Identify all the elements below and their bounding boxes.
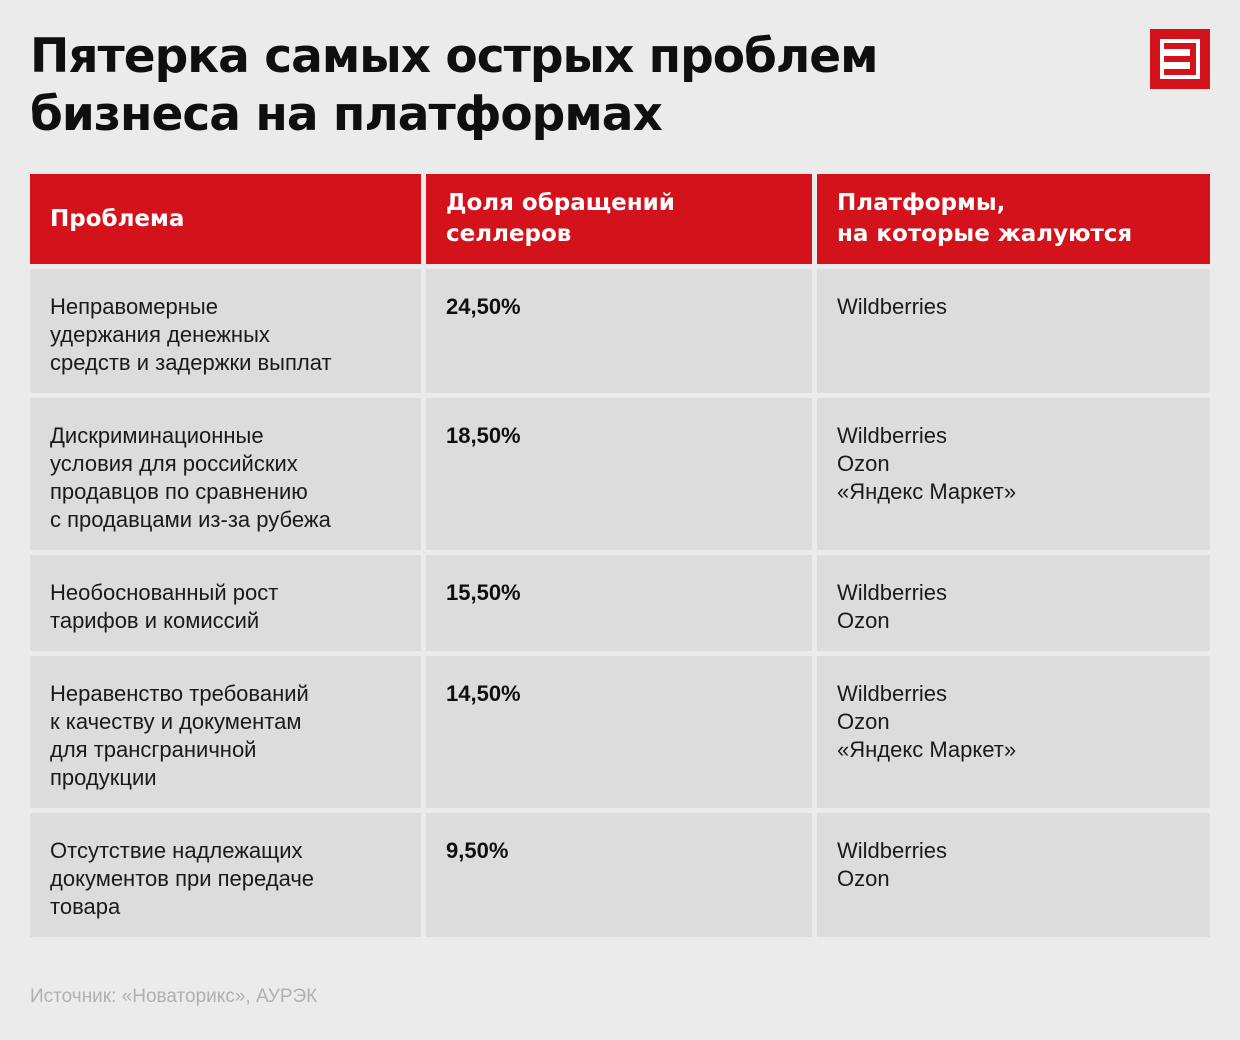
table-row: Отсутствие надлежащих документов при пер…: [30, 813, 1210, 937]
table-row: Неправомерные удержания денежных средств…: [30, 269, 1210, 393]
table-header-row: Проблема Доля обращений селлеров Платфор…: [30, 174, 1210, 264]
problem-cell: Неравенство требований к качеству и доку…: [30, 656, 421, 808]
page-title: Пятерка самых острых проблем бизнеса на …: [30, 28, 1030, 144]
problem-cell: Отсутствие надлежащих документов при пер…: [30, 813, 421, 937]
table-row: Необоснованный рост тарифов и комиссий 1…: [30, 555, 1210, 651]
share-cell: 18,50%: [426, 398, 812, 550]
platforms-cell: Wildberries: [817, 269, 1210, 393]
platforms-cell: Wildberries Ozon «Яндекс Маркет»: [817, 656, 1210, 808]
share-cell: 14,50%: [426, 656, 812, 808]
header-problem: Проблема: [30, 174, 421, 264]
platforms-cell: Wildberries Ozon: [817, 813, 1210, 937]
problem-cell: Дискриминационные условия для российских…: [30, 398, 421, 550]
platforms-cell: Wildberries Ozon «Яндекс Маркет»: [817, 398, 1210, 550]
header-share: Доля обращений селлеров: [426, 174, 812, 264]
title-line-1: Пятерка самых острых проблем: [30, 29, 879, 84]
source-note: Источник: «Новаторикс», АУРЭК: [30, 986, 318, 1007]
table-row: Дискриминационные условия для российских…: [30, 398, 1210, 550]
header-platforms: Платформы, на которые жалуются: [817, 174, 1210, 264]
problem-cell: Необоснованный рост тарифов и комиссий: [30, 555, 421, 651]
e-letter-logo-icon: [1164, 43, 1196, 75]
publisher-logo: [1150, 29, 1210, 89]
table-row: Неравенство требований к качеству и доку…: [30, 656, 1210, 808]
share-cell: 9,50%: [426, 813, 812, 937]
platforms-cell: Wildberries Ozon: [817, 555, 1210, 651]
share-cell: 24,50%: [426, 269, 812, 393]
share-cell: 15,50%: [426, 555, 812, 651]
title-line-2: бизнеса на платформах: [30, 87, 663, 142]
problem-cell: Неправомерные удержания денежных средств…: [30, 269, 421, 393]
